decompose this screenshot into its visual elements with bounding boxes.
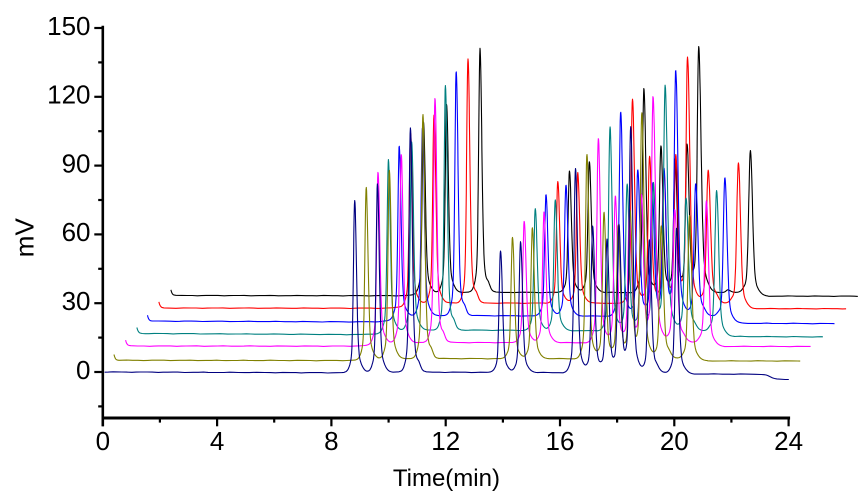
- svg-text:0: 0: [96, 426, 110, 456]
- svg-text:8: 8: [324, 426, 338, 456]
- svg-text:mV: mV: [10, 218, 40, 258]
- svg-text:90: 90: [62, 148, 91, 178]
- svg-text:0: 0: [76, 355, 90, 385]
- svg-text:Time(min): Time(min): [393, 465, 500, 492]
- svg-text:120: 120: [47, 80, 90, 110]
- svg-text:60: 60: [62, 217, 91, 247]
- svg-text:16: 16: [546, 426, 575, 456]
- svg-text:30: 30: [62, 286, 91, 316]
- svg-text:4: 4: [210, 426, 224, 456]
- svg-text:12: 12: [431, 426, 460, 456]
- svg-text:24: 24: [774, 426, 803, 456]
- svg-text:150: 150: [47, 11, 90, 41]
- svg-text:20: 20: [660, 426, 689, 456]
